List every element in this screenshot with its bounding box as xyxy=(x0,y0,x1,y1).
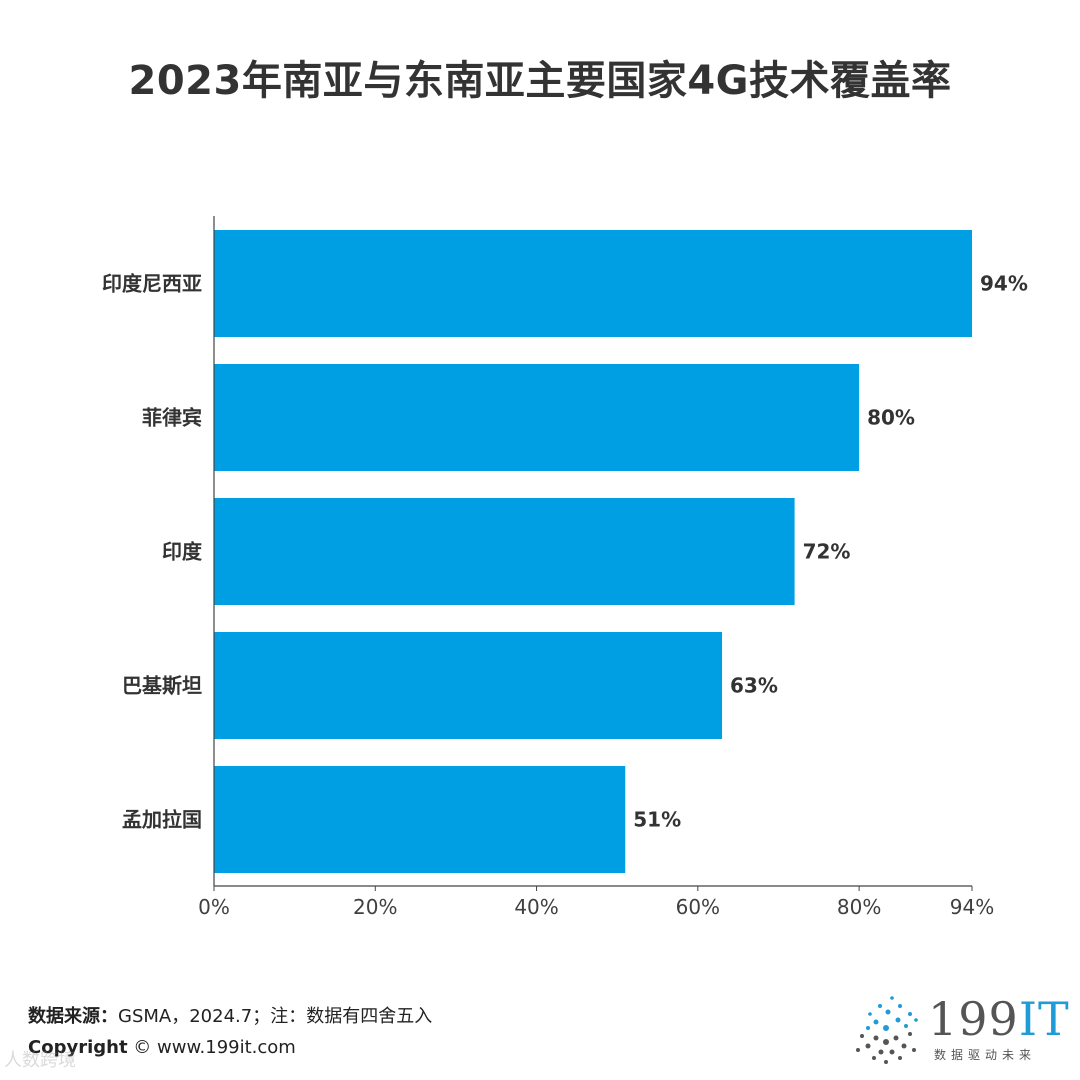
data-label: 94% xyxy=(980,272,1028,296)
bar xyxy=(214,498,795,605)
bar xyxy=(214,766,626,873)
x-tick-label: 94% xyxy=(950,895,994,919)
watermark-text: 人数跨境 xyxy=(4,1050,76,1071)
data-label: 72% xyxy=(803,540,851,564)
x-tick-label: 60% xyxy=(676,895,720,919)
category-label: 印度尼西亚 xyxy=(102,272,202,296)
x-tick-label: 0% xyxy=(198,895,230,919)
x-tick-label: 80% xyxy=(837,895,881,919)
source-label: 数据来源： xyxy=(28,1006,118,1027)
source-text: GSMA，2024.7；注：数据有四舍五入 xyxy=(118,1006,433,1027)
bar xyxy=(214,632,723,739)
logo-tagline: 数据驱动未来 xyxy=(934,1048,1037,1062)
dot-sphere-icon xyxy=(856,996,918,1064)
data-label: 63% xyxy=(730,674,778,698)
brand-logo: 199IT 数据驱动未来 xyxy=(846,990,1069,1070)
footer-source: 数据来源：GSMA，2024.7；注：数据有四舍五入 xyxy=(28,1002,432,1028)
chart-title: 2023年南亚与东南亚主要国家4G技术覆盖率 xyxy=(128,58,952,104)
logo-number: 199 xyxy=(928,992,1019,1046)
category-label: 印度 xyxy=(162,540,203,564)
x-tick-label: 20% xyxy=(353,895,397,919)
x-tick-label: 40% xyxy=(514,895,558,919)
data-label: 80% xyxy=(867,406,915,430)
bar xyxy=(214,230,972,337)
data-label: 51% xyxy=(633,808,681,832)
category-label: 菲律宾 xyxy=(142,406,202,430)
copyright-label: Copyright xyxy=(28,1037,128,1058)
bar xyxy=(214,364,860,471)
logo-it: IT xyxy=(1018,992,1070,1046)
logo-wordmark: 199IT xyxy=(928,992,1070,1046)
footer-copyright: Copyright © www.199it.com xyxy=(28,1037,296,1058)
copyright-text: © www.199it.com xyxy=(133,1037,296,1058)
category-label: 孟加拉国 xyxy=(122,808,202,832)
category-label: 巴基斯坦 xyxy=(122,674,202,698)
